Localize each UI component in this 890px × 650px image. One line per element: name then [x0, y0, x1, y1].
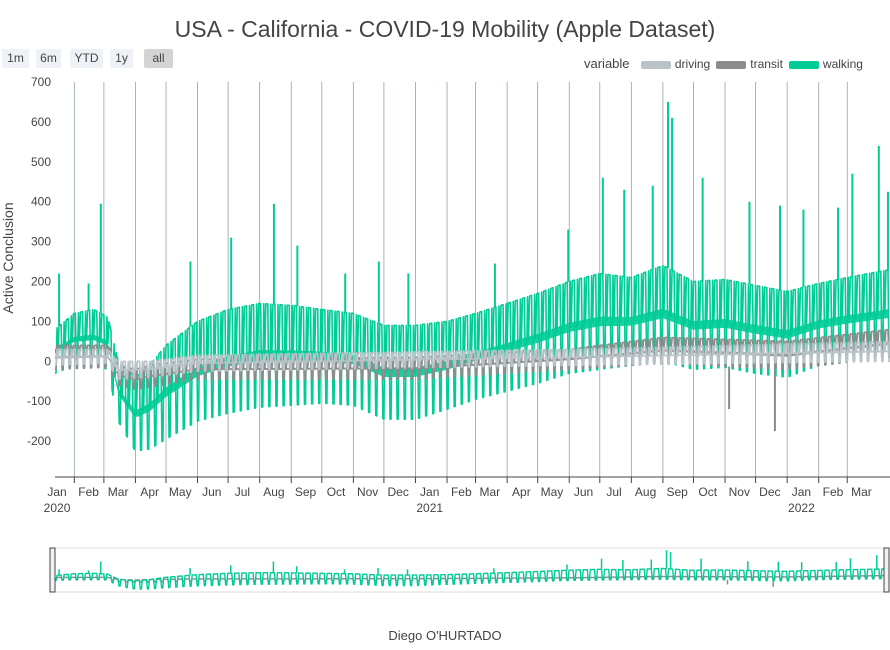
x-tick-label: Oct: [698, 485, 717, 499]
x-tick-label: Apr: [140, 485, 159, 499]
x-tick-year-label: 2021: [416, 501, 443, 515]
range-slider-handle-right[interactable]: [883, 547, 890, 593]
x-tick-label: Feb: [78, 485, 99, 499]
x-tick-label: Jan: [420, 485, 439, 499]
y-tick-label: 500: [31, 155, 51, 169]
legend-swatch-driving: [640, 60, 671, 69]
y-tick-label: -100: [27, 394, 51, 408]
series-walking: [54, 101, 890, 452]
main-plot-area[interactable]: [54, 101, 890, 452]
legend-label-driving: driving: [674, 57, 711, 71]
legend-items: driving transit walking: [640, 57, 869, 71]
y-tick-label: 700: [31, 75, 51, 89]
x-tick-label: Dec: [759, 485, 780, 499]
x-tick-label: May: [169, 485, 192, 499]
chart-title: USA - California - COVID-19 Mobility (Ap…: [174, 16, 716, 42]
x-tick-label: Jan: [792, 485, 811, 499]
x-tick-label: Jul: [235, 485, 250, 499]
x-tick-label: Aug: [263, 485, 284, 499]
y-tick-label: 200: [31, 274, 51, 288]
x-tick-label: Mar: [479, 485, 500, 499]
x-axis: Jan 2020 Feb Mar Apr May Jun Jul Aug Sep Oct Nov Dec…: [44, 476, 890, 515]
range-slider[interactable]: [49, 547, 890, 593]
y-tick-label: 100: [31, 314, 51, 328]
x-tick-label: Oct: [327, 485, 346, 499]
range-button-1m[interactable]: 1m: [2, 49, 29, 68]
y-axis-label: Active Conclusion: [0, 202, 16, 313]
x-tick-label: Feb: [451, 485, 472, 499]
x-tick-year-label: 2020: [44, 501, 71, 515]
x-tick-label: Jun: [202, 485, 221, 499]
y-tick-label: 0: [44, 354, 51, 368]
range-slider-series-walking: [54, 567, 889, 590]
x-tick-label: Aug: [635, 485, 656, 499]
range-slider-background: [54, 547, 889, 593]
x-tick-year-label: 2022: [788, 501, 815, 515]
x-tick-label: Mar: [108, 485, 129, 499]
x-tick-label: Feb: [823, 485, 844, 499]
y-tick-label: 600: [31, 115, 51, 129]
legend-label-transit: transit: [750, 57, 783, 71]
x-tick-label: May: [541, 485, 564, 499]
x-tick-label: Jun: [574, 485, 593, 499]
y-tick-label: -200: [27, 434, 51, 448]
range-button-1y[interactable]: 1y: [110, 49, 133, 68]
x-tick-label: Nov: [357, 485, 378, 499]
legend-title: variable: [584, 56, 630, 71]
series-driving: [54, 340, 890, 380]
x-tick-label: Jan: [47, 485, 66, 499]
series-line-walking: [54, 264, 890, 452]
author-caption: Diego O'HURTADO: [388, 628, 502, 643]
series-band-driving: [55, 350, 889, 372]
legend-item-walking[interactable]: walking: [788, 57, 863, 71]
range-slider-series-transit: [55, 574, 889, 583]
x-tick-label: Jul: [606, 485, 621, 499]
x-tick-label: Nov: [729, 485, 750, 499]
legend: variable driving transit walking: [584, 56, 869, 71]
y-tick-label: 400: [31, 195, 51, 209]
y-axis: -200 -100 0 100 200 300 400 500 600 700: [27, 75, 51, 448]
legend-swatch-walking: [788, 60, 819, 69]
x-tick-label: Sep: [295, 485, 317, 499]
x-tick-label: Mar: [851, 485, 872, 499]
range-slider-handle-left[interactable]: [49, 547, 56, 593]
series-band-transit: [55, 342, 889, 381]
legend-swatch-transit: [716, 60, 747, 69]
legend-label-walking: walking: [822, 57, 863, 71]
x-tick-label: Apr: [512, 485, 531, 499]
range-button-all[interactable]: all: [144, 49, 173, 68]
series-line-driving: [54, 340, 890, 380]
legend-item-transit[interactable]: transit: [716, 57, 783, 71]
x-tick-label: Sep: [666, 485, 688, 499]
legend-item-driving[interactable]: driving: [640, 57, 711, 71]
range-button-6m[interactable]: 6m: [36, 49, 61, 68]
y-tick-label: 300: [31, 235, 51, 249]
x-tick-label: Dec: [387, 485, 408, 499]
range-button-ytd[interactable]: YTD: [70, 49, 103, 68]
